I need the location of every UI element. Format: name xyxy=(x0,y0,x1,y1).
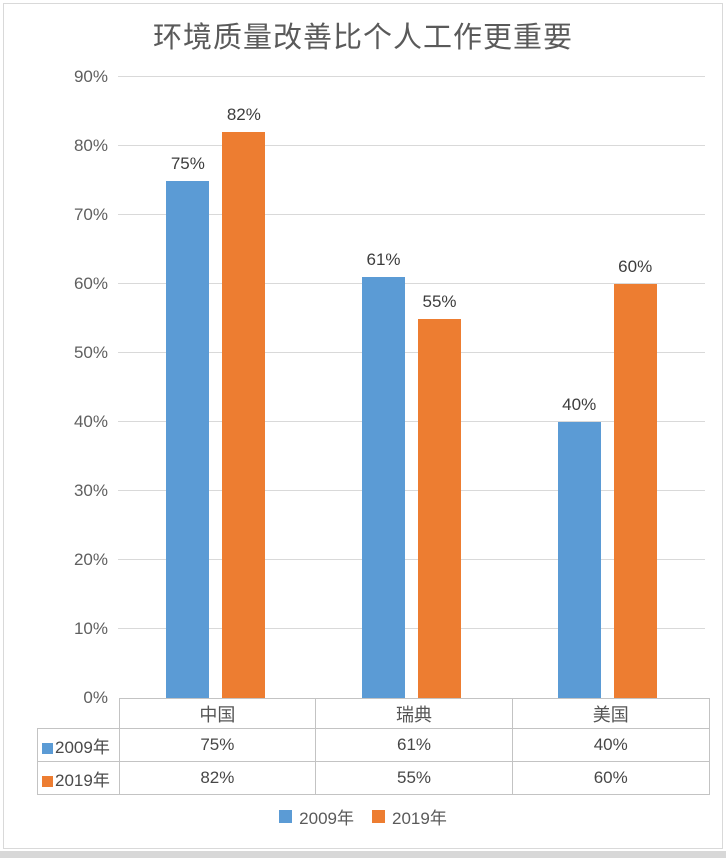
bar-data-label: 82% xyxy=(226,105,261,125)
y-tick-label: 10% xyxy=(73,618,108,638)
gridline-90 xyxy=(118,76,705,77)
bar-data-label: 75% xyxy=(170,153,205,173)
y-tick-label: 20% xyxy=(73,550,108,569)
y-tick-label: 80% xyxy=(73,135,108,155)
table-category-header: 中国 xyxy=(118,698,317,729)
y-tick-label: 30% xyxy=(73,481,108,500)
bar-data-label: 55% xyxy=(422,291,457,311)
gridline-70 xyxy=(118,214,705,215)
legend-swatch-icon xyxy=(279,810,293,823)
table-category-header: 美国 xyxy=(511,698,710,729)
y-tick-label: 70% xyxy=(73,204,108,224)
table-category-header: 瑞典 xyxy=(315,698,513,729)
gridline-60 xyxy=(118,283,705,284)
gridline-30 xyxy=(118,490,705,491)
bar-data-label: 60% xyxy=(618,257,653,277)
y-tick-label: 90% xyxy=(73,67,108,86)
bar-group-瑞典: 61% 55% xyxy=(314,77,510,698)
bar-group-美国: 40% 60% xyxy=(509,77,705,698)
table-value-cell: 40% xyxy=(511,728,710,762)
gridline-40 xyxy=(118,421,705,423)
table-series-label: 2019年 xyxy=(37,761,120,795)
data-table: 中国 瑞典 美国 2009年 75% 61% 40% 2019年 82% 55% 60% xyxy=(37,698,710,795)
plot-area: 75% 82% 61% 55% 40% 60% xyxy=(118,76,705,698)
legend-item-2009年: 2009年 xyxy=(279,804,354,829)
y-tick-label: 50% xyxy=(73,342,108,362)
table-value-cell: 55% xyxy=(315,761,513,795)
series-swatch-icon xyxy=(42,775,53,787)
chart-title: 环境质量改善比个人工作更重要 xyxy=(152,22,573,54)
legend-label: 2009年 xyxy=(299,809,354,828)
bar-group-中国: 75% 82% xyxy=(118,77,314,698)
table-value-cell: 61% xyxy=(315,728,513,762)
bar-data-label: 40% xyxy=(562,395,597,415)
table-header-row: 中国 瑞典 美国 xyxy=(38,698,710,729)
bar-wrap: 82% xyxy=(222,77,266,698)
table-value-cell: 82% xyxy=(118,761,317,795)
y-tick-label: 40% xyxy=(73,412,108,431)
legend-item-2019年: 2019年 xyxy=(372,804,447,829)
legend: 2009年 2019年 xyxy=(0,804,726,829)
bar-2009年-美国[interactable] xyxy=(557,422,601,698)
table-row: 2019年 82% 55% 60% xyxy=(37,761,710,795)
bars-layer: 75% 82% 61% 55% 40% 60% xyxy=(118,77,705,698)
gridline-80 xyxy=(118,145,705,147)
bar-wrap: 75% xyxy=(166,77,210,698)
y-tick-label: 0% xyxy=(83,688,108,707)
bar-2019年-瑞典[interactable] xyxy=(418,318,461,698)
gridline-10 xyxy=(118,628,705,630)
bar-wrap: 55% xyxy=(418,77,461,698)
bar-2009年-瑞典[interactable] xyxy=(362,277,405,698)
legend-swatch-icon xyxy=(372,810,385,823)
y-tick-label: 60% xyxy=(73,274,108,293)
table-value-cell: 60% xyxy=(511,761,710,795)
table-stub-empty xyxy=(38,699,120,729)
bar-2019年-美国[interactable] xyxy=(613,284,657,698)
series-swatch-icon xyxy=(42,742,53,754)
bar-wrap: 40% xyxy=(557,77,601,698)
table-value-cell: 75% xyxy=(118,728,317,762)
gridline-50 xyxy=(118,352,705,353)
y-axis: 0% 10% 20% 30% 40% 50% 60% 70% 80% 90% xyxy=(0,67,108,707)
table-series-label: 2009年 xyxy=(37,728,120,762)
bar-2009年-中国[interactable] xyxy=(166,180,210,698)
bar-wrap: 60% xyxy=(613,77,657,698)
bar-wrap: 61% xyxy=(362,77,405,698)
bottom-strip xyxy=(0,851,726,858)
gridline-20 xyxy=(118,559,705,561)
table-row: 2009年 75% 61% 40% xyxy=(37,728,710,762)
bar-2019年-中国[interactable] xyxy=(222,132,266,698)
bar-data-label: 61% xyxy=(366,250,401,270)
legend-label: 2019年 xyxy=(392,809,447,828)
